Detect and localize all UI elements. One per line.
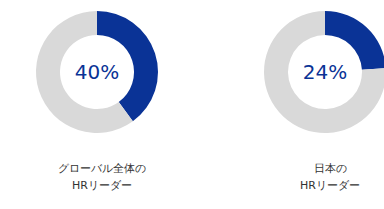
svg-text:24%: 24%	[303, 60, 347, 84]
svg-text:HRリーダー: HRリーダー	[72, 179, 132, 192]
svg-text:日本の: 日本の	[314, 162, 347, 175]
svg-text:グローバル全体の: グローバル全体の	[58, 162, 146, 175]
svg-text:HRリーダー: HRリーダー	[300, 179, 360, 192]
svg-text:40%: 40%	[75, 60, 119, 84]
